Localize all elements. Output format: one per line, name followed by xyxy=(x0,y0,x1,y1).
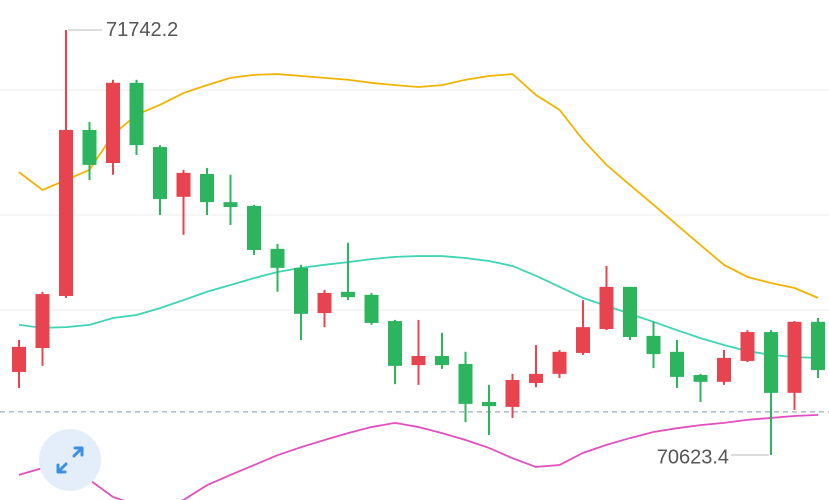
candle-body xyxy=(176,172,191,197)
candle-body xyxy=(341,291,355,298)
candle-body xyxy=(106,82,120,163)
candle-body xyxy=(458,363,473,404)
candle-body xyxy=(764,332,778,393)
band-line xyxy=(18,255,819,359)
candle-body xyxy=(435,356,449,366)
candle-body xyxy=(552,351,567,374)
candle-body xyxy=(740,332,755,361)
candle-body xyxy=(693,375,708,382)
plot-area xyxy=(0,29,829,500)
low-label: 70623.4 xyxy=(657,446,729,468)
candle-body xyxy=(129,82,144,146)
candle-body xyxy=(482,401,496,407)
candle-body xyxy=(529,373,543,383)
candle-body xyxy=(388,321,402,366)
expand-button[interactable] xyxy=(39,429,101,491)
band-line xyxy=(18,73,819,299)
candle-body xyxy=(247,205,261,250)
candle-body xyxy=(576,327,590,353)
candle-body xyxy=(35,294,50,349)
candle-body xyxy=(223,202,238,208)
candle-body xyxy=(270,248,285,268)
candle-body xyxy=(717,357,731,382)
candle-body xyxy=(294,267,308,314)
candle-body xyxy=(787,321,802,393)
candle-body xyxy=(646,335,661,355)
candle-body xyxy=(317,292,332,314)
candle-body xyxy=(623,286,637,338)
candle-body xyxy=(59,129,73,296)
candle-body xyxy=(599,286,614,330)
candle-body xyxy=(505,379,520,407)
candle-body xyxy=(82,129,97,165)
candle-body xyxy=(811,321,825,371)
candle-body xyxy=(411,356,426,366)
high-label: 71742.2 xyxy=(106,19,178,41)
band-line xyxy=(18,413,819,500)
candle-body xyxy=(200,174,214,203)
candle-body xyxy=(670,351,684,377)
candle-body xyxy=(12,346,26,372)
candle-body xyxy=(153,147,167,200)
candle-body xyxy=(364,294,379,323)
